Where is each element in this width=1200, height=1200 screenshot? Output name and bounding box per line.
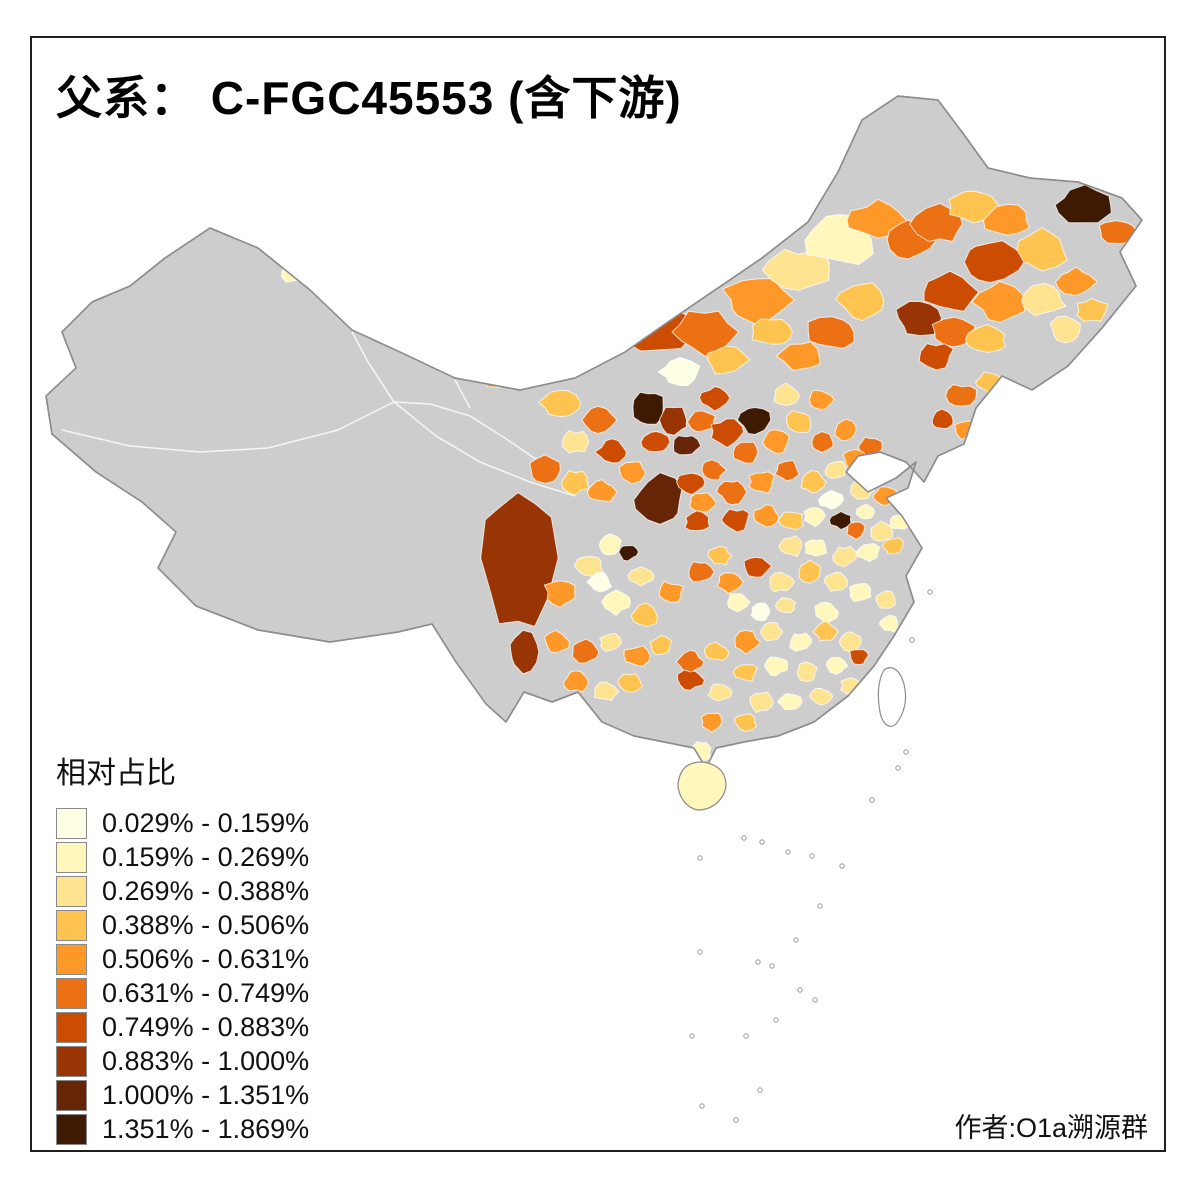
legend-item: 0.388% - 0.506%: [56, 908, 309, 942]
legend-item: 1.000% - 1.351%: [56, 1078, 309, 1112]
hainan-island: [677, 761, 727, 811]
legend-item: 0.749% - 0.883%: [56, 1010, 309, 1044]
taiwan-island: [877, 667, 907, 727]
legend-label: 0.883% - 1.000%: [102, 1045, 310, 1076]
legend-swatch: [56, 977, 87, 1009]
legend-label: 0.388% - 0.506%: [102, 909, 310, 940]
legend: 相对占比 0.029% - 0.159% 0.159% - 0.269% 0.269…: [56, 748, 309, 1146]
legend-item: 0.631% - 0.749%: [56, 976, 309, 1010]
legend-label: 1.000% - 1.351%: [102, 1079, 310, 1110]
legend-label: 0.631% - 0.749%: [102, 977, 310, 1008]
legend-label: 0.029% - 0.159%: [102, 807, 310, 838]
province-borders: [61, 331, 576, 497]
legend-swatch: [56, 1045, 87, 1077]
legend-swatch: [56, 1079, 87, 1111]
legend-swatch: [56, 807, 87, 839]
page-title: 父系： C-FGC45553 (含下游): [56, 72, 682, 124]
legend-rows: 0.029% - 0.159% 0.159% - 0.269% 0.269% - 0…: [56, 806, 309, 1146]
legend-swatch: [56, 1011, 87, 1043]
legend-title: 相对占比: [56, 757, 176, 790]
legend-item: 0.159% - 0.269%: [56, 840, 309, 874]
author-credit: 作者:O1a溯源群: [954, 1113, 1148, 1143]
legend-label: 0.506% - 0.631%: [102, 943, 310, 974]
legend-label: 0.269% - 0.388%: [102, 875, 310, 906]
legend-item: 0.506% - 0.631%: [56, 942, 309, 976]
legend-swatch: [56, 1113, 87, 1145]
legend-swatch: [56, 841, 87, 873]
legend-item: 0.883% - 1.000%: [56, 1044, 309, 1078]
legend-swatch: [56, 943, 87, 975]
legend-swatch: [56, 875, 87, 907]
legend-swatch: [56, 909, 87, 941]
legend-item: 1.351% - 1.869%: [56, 1112, 309, 1146]
legend-label: 1.351% - 1.869%: [102, 1113, 310, 1144]
legend-label: 0.749% - 0.883%: [102, 1011, 310, 1042]
small-islands: [689, 589, 933, 1123]
national-border: [45, 95, 1143, 769]
legend-item: 0.269% - 0.388%: [56, 874, 309, 908]
legend-item: 0.029% - 0.159%: [56, 806, 309, 840]
legend-label: 0.159% - 0.269%: [102, 841, 310, 872]
